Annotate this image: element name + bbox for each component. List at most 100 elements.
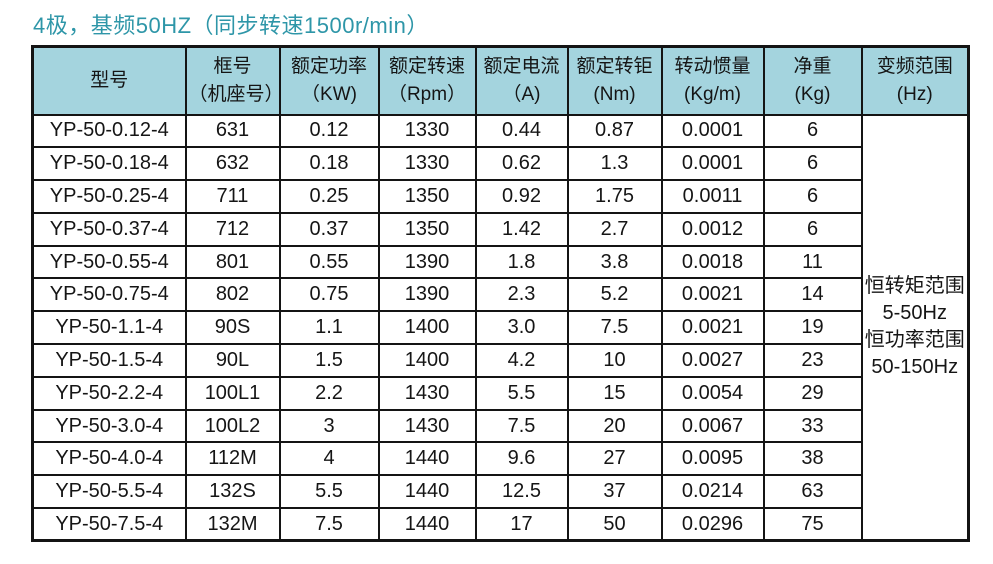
table-cell-frame: 132M <box>184 507 281 542</box>
table-cell-inertia: 0.0054 <box>660 375 765 411</box>
table-cell-rated-power: 1.5 <box>278 343 380 378</box>
table-cell-frame: 90L <box>184 343 281 378</box>
table-cell-net-weight: 23 <box>762 343 863 378</box>
table-cell-inertia: 0.0018 <box>660 244 765 280</box>
table-cell-rated-power: 3 <box>278 408 380 444</box>
motor-spec-table: 型号 框号 （机座号） 额定功率 （KW) 额定转速 （Rpm） 额定电流 （A) 额定转钜 (Nm… <box>31 45 970 543</box>
table-cell-inertia: 0.0001 <box>660 146 765 182</box>
table-cell-net-weight: 33 <box>762 408 863 444</box>
table-cell-rated-speed: 1330 <box>377 146 477 182</box>
table-cell-rated-power: 7.5 <box>278 507 380 542</box>
table-cell-rated-torque: 37 <box>566 474 663 510</box>
table-cell-model: YP-50-7.5-4 <box>31 507 187 542</box>
table-cell-frame: 802 <box>184 277 281 313</box>
table-cell-inertia: 0.0001 <box>660 113 765 149</box>
frequency-range-line: 恒功率范围 <box>864 329 965 352</box>
table-row: YP-50-1.5-4 90L 1.5 1400 4.2 10 0.0027 23 <box>31 343 969 378</box>
table-cell-rated-speed: 1350 <box>377 211 477 247</box>
table-cell-rated-torque: 10 <box>566 343 663 378</box>
table-cell-net-weight: 63 <box>762 474 863 510</box>
table-cell-rated-speed: 1430 <box>377 375 477 411</box>
table-cell-frame: 90S <box>184 310 281 346</box>
table-cell-net-weight: 11 <box>762 244 863 280</box>
column-header-rated-speed: 额定转速 （Rpm） <box>377 45 477 116</box>
table-cell-frame: 112M <box>184 441 281 477</box>
table-cell-model: YP-50-5.5-4 <box>31 474 187 510</box>
column-header-line: 额定电流 <box>483 55 560 77</box>
table-row: YP-50-0.37-4 712 0.37 1350 1.42 2.7 0.0012 6 <box>31 211 969 247</box>
table-row: YP-50-2.2-4 100L1 2.2 1430 5.5 15 0.0054 29 <box>31 375 969 411</box>
table-cell-rated-speed: 1390 <box>377 244 477 280</box>
table-cell-rated-power: 4 <box>278 441 380 477</box>
table-body: YP-50-0.12-4 631 0.12 1330 0.44 0.87 0.0001 6 恒转… <box>31 113 970 542</box>
table-cell-net-weight: 29 <box>762 375 863 411</box>
table-cell-rated-torque: 5.2 <box>566 277 663 313</box>
table-cell-rated-current: 7.5 <box>474 408 569 444</box>
column-header-line: 额定功率 <box>290 55 367 77</box>
column-header-line: 净重 <box>793 55 832 77</box>
table-cell-rated-current: 17 <box>474 507 569 542</box>
column-header-rated-power: 额定功率 （KW) <box>278 45 380 116</box>
table-cell-rated-power: 1.1 <box>278 310 380 346</box>
table-cell-rated-current: 0.92 <box>474 179 569 214</box>
table-cell-rated-speed: 1350 <box>377 179 477 214</box>
table-row: YP-50-0.12-4 631 0.12 1330 0.44 0.87 0.0001 6 恒转… <box>31 113 970 542</box>
table-cell-frame: 711 <box>184 179 281 214</box>
frequency-range-line: 50-150Hz <box>871 356 959 379</box>
table-cell-rated-current: 0.62 <box>474 146 569 182</box>
table-cell-model: YP-50-2.2-4 <box>31 375 187 411</box>
column-header-model: 型号 <box>31 45 187 116</box>
column-header-line: （Rpm） <box>387 83 467 105</box>
table-cell-rated-speed: 1390 <box>377 277 477 313</box>
column-header-line: （机座号） <box>188 83 280 105</box>
column-header-rated-current: 额定电流 （A) <box>474 45 569 116</box>
table-cell-rated-torque: 7.5 <box>566 310 663 346</box>
table-row: YP-50-5.5-4 132S 5.5 1440 12.5 37 0.0214 63 <box>31 474 969 510</box>
table-cell-net-weight: 75 <box>762 507 863 542</box>
table-cell-rated-current: 3.0 <box>474 310 569 346</box>
table-cell-net-weight: 6 <box>762 146 863 182</box>
table-cell-inertia: 0.0021 <box>660 277 765 313</box>
table-cell-model: YP-50-1.5-4 <box>31 343 187 378</box>
table-cell-frame: 100L1 <box>184 375 281 411</box>
table-cell-net-weight: 6 <box>762 179 863 214</box>
header-row: 型号 框号 （机座号） 额定功率 （KW) 额定转速 （Rpm） 额定电流 （A) 额定转钜 (Nm… <box>31 45 970 116</box>
table-cell-rated-torque: 15 <box>566 375 663 411</box>
column-header-line: 框号 <box>213 55 252 77</box>
table-row: YP-50-1.1-4 90S 1.1 1400 3.0 7.5 0.0021 19 <box>31 310 969 346</box>
table-cell-inertia: 0.0067 <box>660 408 765 444</box>
table-cell-frame: 132S <box>184 474 281 510</box>
column-header-line: (Hz) <box>896 83 933 105</box>
table-cell-inertia: 0.0027 <box>660 343 765 378</box>
table-row: YP-50-0.25-4 711 0.25 1350 0.92 1.75 0.0011 6 <box>31 179 969 214</box>
column-header-line: 额定转钜 <box>576 55 653 77</box>
page-title: 4极，基频50HZ（同步转速1500r/min） <box>33 13 429 38</box>
table-cell-rated-torque: 0.87 <box>566 113 663 149</box>
table-cell-frame: 801 <box>184 244 281 280</box>
table-cell-model: YP-50-0.55-4 <box>31 244 187 280</box>
table-cell-inertia: 0.0021 <box>660 310 765 346</box>
table-cell-rated-torque: 3.8 <box>566 244 663 280</box>
column-header-net-weight: 净重 (Kg) <box>762 45 863 116</box>
table-cell-rated-speed: 1430 <box>377 408 477 444</box>
table-row: YP-50-3.0-4 100L2 3 1430 7.5 20 0.0067 33 <box>31 408 969 444</box>
table-cell-model: YP-50-0.12-4 <box>31 113 187 149</box>
table-cell-rated-current: 0.44 <box>474 113 569 149</box>
table-cell-rated-speed: 1440 <box>377 474 477 510</box>
table-cell-rated-power: 0.37 <box>278 211 380 247</box>
table-cell-model: YP-50-0.75-4 <box>31 277 187 313</box>
table-cell-inertia: 0.0214 <box>660 474 765 510</box>
table-cell-model: YP-50-4.0-4 <box>31 441 187 477</box>
table-cell-model: YP-50-1.1-4 <box>31 310 187 346</box>
column-header-line: 变频范围 <box>876 55 953 77</box>
column-header-inertia: 转动惯量 (Kg/m) <box>660 45 765 116</box>
table-cell-rated-power: 5.5 <box>278 474 380 510</box>
table-cell-rated-speed: 1440 <box>377 507 477 542</box>
column-header-line: （A) <box>502 83 541 105</box>
table-cell-model: YP-50-0.37-4 <box>31 211 187 247</box>
table-cell-rated-current: 5.5 <box>474 375 569 411</box>
table-cell-rated-torque: 1.3 <box>566 146 663 182</box>
column-header-line: (Nm) <box>593 83 636 105</box>
table-cell-net-weight: 14 <box>762 277 863 313</box>
